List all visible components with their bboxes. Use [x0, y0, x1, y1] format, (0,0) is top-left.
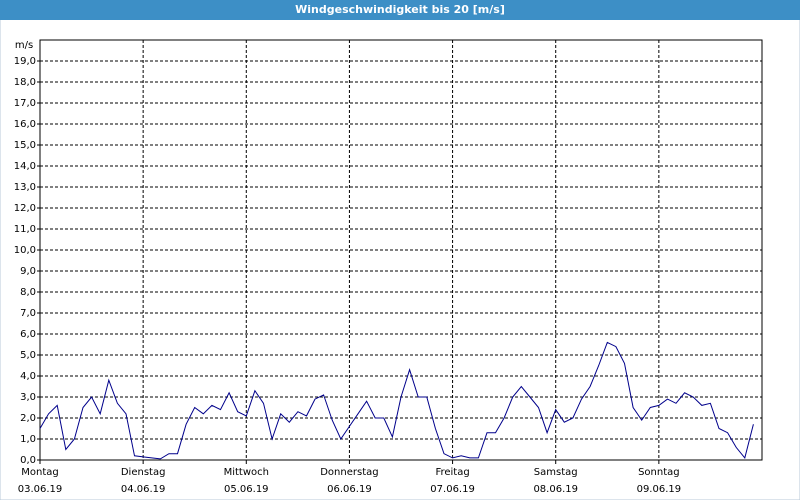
- y-axis-label: m/s: [15, 40, 33, 51]
- y-tick-label: 4,0: [20, 371, 36, 382]
- y-tick-label: 2,0: [20, 413, 36, 424]
- x-tick-label: Samstag: [534, 467, 578, 478]
- y-tick-label: 12,0: [14, 203, 36, 214]
- y-tick-label: 13,0: [14, 182, 36, 193]
- y-tick-label: 16,0: [14, 119, 36, 130]
- y-tick-label: 3,0: [20, 392, 36, 403]
- y-tick-label: 14,0: [14, 161, 36, 172]
- title-bar: [0, 0, 800, 20]
- y-tick-label: 15,0: [14, 140, 36, 151]
- x-tick-date: 08.06.19: [533, 484, 578, 495]
- y-tick-label: 1,0: [20, 434, 36, 445]
- y-tick-label: 0,0: [20, 455, 36, 466]
- x-tick-label: Donnerstag: [320, 467, 378, 478]
- y-tick-label: 5,0: [20, 350, 36, 361]
- y-tick-label: 9,0: [20, 266, 36, 277]
- x-tick-label: Sonntag: [638, 467, 680, 478]
- x-tick-date: 04.06.19: [121, 484, 166, 495]
- x-tick-date: 09.06.19: [637, 484, 682, 495]
- x-tick-date: 05.06.19: [224, 484, 269, 495]
- y-tick-label: 6,0: [20, 329, 36, 340]
- x-tick-date: 07.06.19: [430, 484, 475, 495]
- y-tick-label: 7,0: [20, 308, 36, 319]
- x-tick-label: Montag: [21, 467, 58, 478]
- x-tick-date: 06.06.19: [327, 484, 372, 495]
- y-tick-label: 10,0: [14, 245, 36, 256]
- y-tick-label: 17,0: [14, 98, 36, 109]
- y-tick-label: 11,0: [14, 224, 36, 235]
- y-tick-label: 18,0: [14, 77, 36, 88]
- x-tick-label: Mittwoch: [224, 467, 269, 478]
- chart-title: Windgeschwindigkeit bis 20 [m/s]: [295, 3, 505, 16]
- x-tick-label: Dienstag: [121, 467, 166, 478]
- y-tick-label: 8,0: [20, 287, 36, 298]
- x-tick-date: 03.06.19: [18, 484, 63, 495]
- y-tick-label: 19,0: [14, 56, 36, 67]
- x-tick-label: Freitag: [435, 467, 469, 478]
- data-line: [39, 341, 754, 460]
